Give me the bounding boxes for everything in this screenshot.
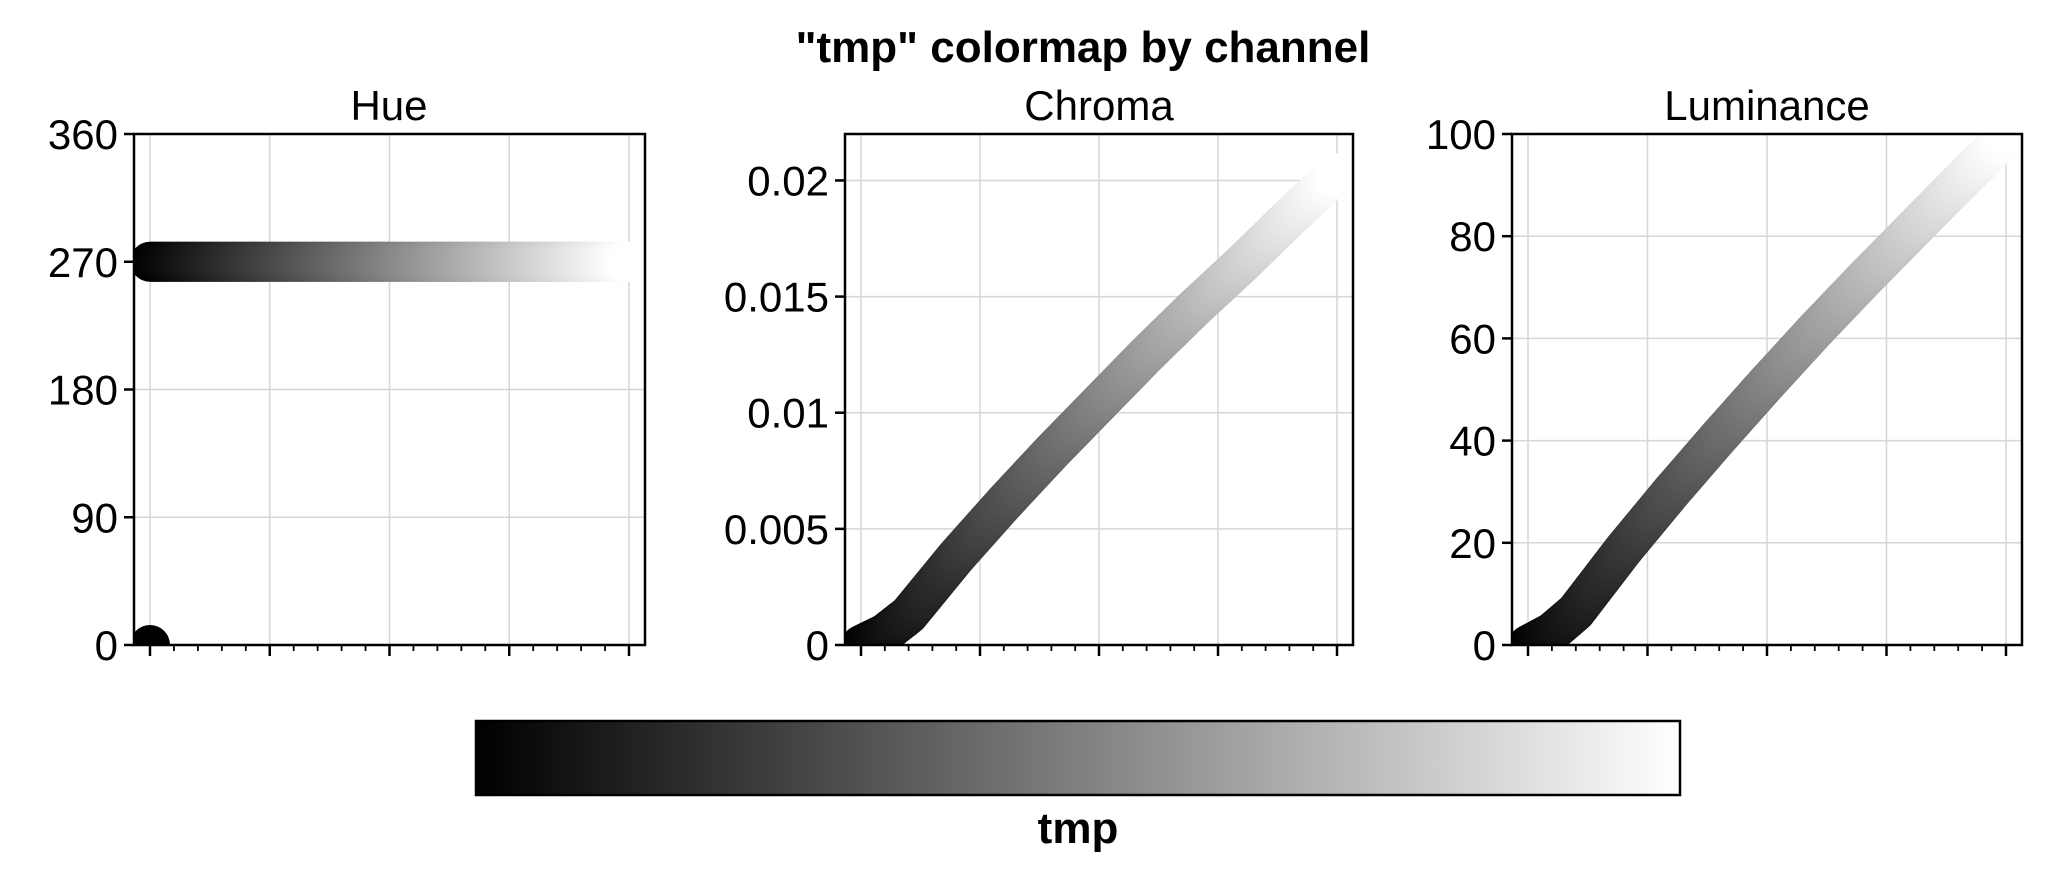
luminance-x-axis: [1526, 645, 2008, 656]
chroma-y-tick-label: 0.005: [724, 506, 829, 553]
luminance-y-axis: 0 20 40 60 80 100: [1426, 111, 1512, 669]
hue-x-axis: [148, 645, 631, 656]
chroma-x-axis: [859, 645, 1339, 656]
hue-panel: Hue 0 90 180 270 360: [48, 82, 647, 669]
hue-y-tick-label: 270: [48, 239, 118, 286]
hue-point: [609, 241, 645, 282]
chroma-y-tick-label: 0.01: [747, 390, 829, 437]
luminance-y-tick-label: 100: [1426, 111, 1496, 158]
chroma-y-tick-label: 0: [806, 622, 829, 669]
luminance-y-tick-label: 80: [1449, 213, 1496, 260]
luminance-y-tick-label: 20: [1449, 520, 1496, 567]
colorbar-label: tmp: [1038, 804, 1119, 853]
chroma-panel: Chroma 0 0.005 0.01 0.015 0.02: [724, 82, 1355, 669]
hue-point: [134, 625, 170, 645]
figure-title: "tmp" colormap by channel: [796, 23, 1371, 72]
chroma-point: [1317, 153, 1353, 194]
hue-y-axis: 0 90 180 270 360: [48, 111, 134, 669]
luminance-point: [1986, 134, 2022, 157]
hue-y-tick-label: 360: [48, 111, 118, 158]
luminance-panel-title: Luminance: [1664, 82, 1869, 129]
chroma-y-tick-label: 0.02: [747, 157, 829, 204]
chroma-panel-title: Chroma: [1024, 82, 1174, 129]
hue-series: [134, 241, 645, 645]
hue-y-tick-label: 180: [48, 367, 118, 414]
luminance-y-tick-label: 60: [1449, 315, 1496, 362]
chroma-axes-frame: [843, 132, 1355, 647]
colorbar: tmp: [474, 719, 1682, 853]
hue-axes-frame: [132, 132, 647, 647]
luminance-axes-frame: [1510, 132, 2024, 647]
chroma-series: [845, 153, 1353, 645]
colorbar-gradient: [474, 719, 1682, 797]
hue-y-tick-label: 90: [71, 494, 118, 541]
luminance-panel: Luminance 0 20 40 60 80 100: [1426, 82, 2024, 669]
luminance-y-tick-label: 0: [1473, 622, 1496, 669]
chroma-y-tick-label: 0.015: [724, 274, 829, 321]
hue-panel-title: Hue: [350, 82, 427, 129]
chroma-y-axis: 0 0.005 0.01 0.015 0.02: [724, 157, 845, 669]
luminance-series: [1512, 134, 2022, 645]
luminance-y-tick-label: 40: [1449, 418, 1496, 465]
hue-y-tick-label: 0: [95, 622, 118, 669]
hue-grid: [134, 133, 645, 646]
